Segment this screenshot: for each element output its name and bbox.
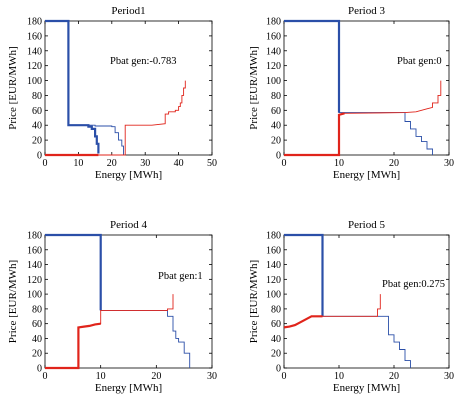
series-line-demand: [284, 234, 411, 368]
y-tick-label: 140: [27, 46, 42, 57]
series-line-demand: [45, 234, 191, 368]
y-tick-label: 60: [271, 106, 281, 117]
y-tick-label: 20: [32, 136, 42, 147]
x-tick-label: 20: [107, 158, 117, 169]
plot-frame: [283, 234, 450, 369]
y-tick-label: 120: [27, 275, 42, 286]
y-tick-label: 160: [27, 245, 42, 256]
annotation-text: Pbat gen:1: [158, 271, 203, 282]
x-axis-label: Energy [MWh]: [333, 169, 400, 181]
x-tick-label: 0: [282, 371, 287, 382]
series-line-demand-cleared: [284, 233, 324, 317]
series-line-supply: [284, 80, 442, 156]
y-tick-label: 180: [266, 231, 281, 242]
x-tick-label: 50: [207, 158, 217, 169]
y-tick-label: 100: [266, 76, 281, 87]
x-tick-label: 20: [389, 371, 399, 382]
x-tick-label: 20: [151, 371, 161, 382]
x-tick-label: 20: [389, 158, 399, 169]
series-line-demand: [45, 20, 124, 155]
chart-title: Period 3: [348, 5, 385, 17]
y-tick-label: 140: [266, 260, 281, 271]
y-tick-label: 80: [271, 91, 281, 102]
series-line-demand: [284, 20, 433, 155]
series-line-demand-cleared: [45, 19, 100, 154]
x-tick-label: 0: [282, 158, 287, 169]
series-line-supply-cleared: [283, 315, 323, 329]
y-tick-label: 160: [27, 31, 42, 42]
y-tick-label: 120: [27, 61, 42, 72]
plot-frame: [283, 20, 450, 156]
y-tick-label: 0: [276, 364, 281, 375]
y-tick-label: 20: [271, 136, 281, 147]
y-axis-label: Price [EUR/MWh]: [7, 260, 19, 343]
y-tick-label: 20: [32, 349, 42, 360]
chart-title: Period1: [111, 5, 145, 17]
y-tick-label: 140: [27, 260, 42, 271]
y-tick-label: 100: [27, 76, 42, 87]
y-tick-label: 40: [32, 121, 42, 132]
chart-title: Period 4: [110, 219, 147, 231]
annotation-text: Pbat gen:0: [397, 56, 442, 67]
series-line-demand-cleared: [284, 19, 341, 113]
x-tick-label: 30: [444, 158, 454, 169]
x-tick-label: 0: [43, 371, 48, 382]
chart-title: Period 5: [348, 219, 385, 231]
series-line-supply-cleared: [45, 322, 101, 370]
y-tick-label: 60: [271, 319, 281, 330]
y-tick-label: 80: [32, 91, 42, 102]
y-axis-label: Price [EUR/MWh]: [248, 260, 260, 343]
x-tick-label: 10: [96, 371, 106, 382]
y-axis-label: Price [EUR/MWh]: [7, 46, 19, 129]
x-tick-label: 10: [73, 158, 83, 169]
y-tick-label: 80: [271, 304, 281, 315]
x-axis-label: Energy [MWh]: [95, 382, 162, 394]
y-axis-label: Price [EUR/MWh]: [248, 46, 260, 129]
y-tick-label: 120: [266, 275, 281, 286]
annotation-text: Pbat gen:0.275: [382, 279, 445, 290]
series-line-supply-cleared: [284, 112, 345, 157]
y-tick-label: 100: [27, 290, 42, 301]
y-tick-label: 40: [271, 121, 281, 132]
y-tick-label: 160: [266, 245, 281, 256]
y-tick-label: 80: [32, 304, 42, 315]
series-line-demand-cleared: [45, 233, 102, 311]
x-axis-label: Energy [MWh]: [95, 169, 162, 181]
annotation-text: Pbat gen:-0.783: [110, 56, 177, 67]
y-tick-label: 0: [276, 151, 281, 162]
plot-frame: [44, 20, 213, 156]
y-tick-label: 40: [271, 334, 281, 345]
y-tick-label: 140: [266, 46, 281, 57]
x-tick-label: 40: [174, 158, 184, 169]
x-axis-label: Energy [MWh]: [333, 382, 400, 394]
y-tick-label: 180: [266, 17, 281, 28]
y-tick-label: 100: [266, 290, 281, 301]
y-tick-label: 20: [271, 349, 281, 360]
y-tick-label: 0: [37, 151, 42, 162]
plot-frame: [44, 234, 213, 369]
y-tick-label: 40: [32, 334, 42, 345]
x-tick-label: 0: [43, 158, 48, 169]
y-tick-label: 60: [32, 319, 42, 330]
x-tick-label: 30: [444, 371, 454, 382]
chart-panel-1: 0 10 20 30 40 50020406080100120140160180Perio…: [7, 5, 217, 181]
x-tick-label: 10: [334, 371, 344, 382]
series-line-supply: [45, 294, 174, 369]
x-tick-label: 30: [140, 158, 150, 169]
y-tick-label: 180: [27, 17, 42, 28]
y-tick-label: 160: [266, 31, 281, 42]
y-tick-label: 0: [37, 364, 42, 375]
y-tick-label: 180: [27, 231, 42, 242]
series-line-supply: [45, 80, 186, 156]
x-tick-label: 10: [334, 158, 344, 169]
y-tick-label: 120: [266, 61, 281, 72]
y-tick-label: 60: [32, 106, 42, 117]
x-tick-label: 30: [207, 371, 217, 382]
